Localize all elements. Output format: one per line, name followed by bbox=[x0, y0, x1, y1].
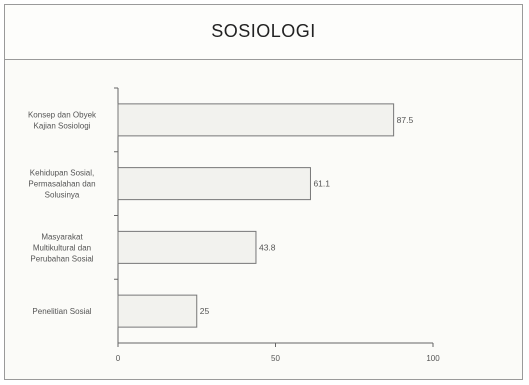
bar bbox=[117, 294, 198, 328]
category-label: Konsep dan Obyek bbox=[28, 110, 97, 119]
data-label: 25 bbox=[200, 306, 210, 316]
category-label: Penelitian Sosial bbox=[32, 307, 91, 316]
data-label: 43.8 bbox=[259, 242, 276, 252]
bar bbox=[117, 230, 257, 264]
category-label: Solusinya bbox=[45, 191, 80, 200]
category-label: Multikultural dan bbox=[33, 243, 91, 252]
category-label: Kajian Sosiologi bbox=[34, 121, 91, 130]
category-label: Perubahan Sosial bbox=[30, 254, 93, 263]
data-label: 61.1 bbox=[313, 179, 330, 189]
x-tick-label: 100 bbox=[426, 354, 440, 363]
category-label: Masyarakat bbox=[41, 232, 83, 241]
x-tick-label: 0 bbox=[116, 354, 121, 363]
title-box: SOSIOLOGI bbox=[4, 4, 523, 60]
x-tick-label: 50 bbox=[271, 354, 280, 363]
chart-title: SOSIOLOGI bbox=[211, 21, 316, 41]
bar bbox=[117, 103, 395, 137]
category-label: Permasalahan dan bbox=[28, 180, 95, 189]
category-label: Kehidupan Sosial, bbox=[30, 169, 95, 178]
data-label: 87.5 bbox=[397, 115, 414, 125]
bar bbox=[117, 167, 311, 201]
